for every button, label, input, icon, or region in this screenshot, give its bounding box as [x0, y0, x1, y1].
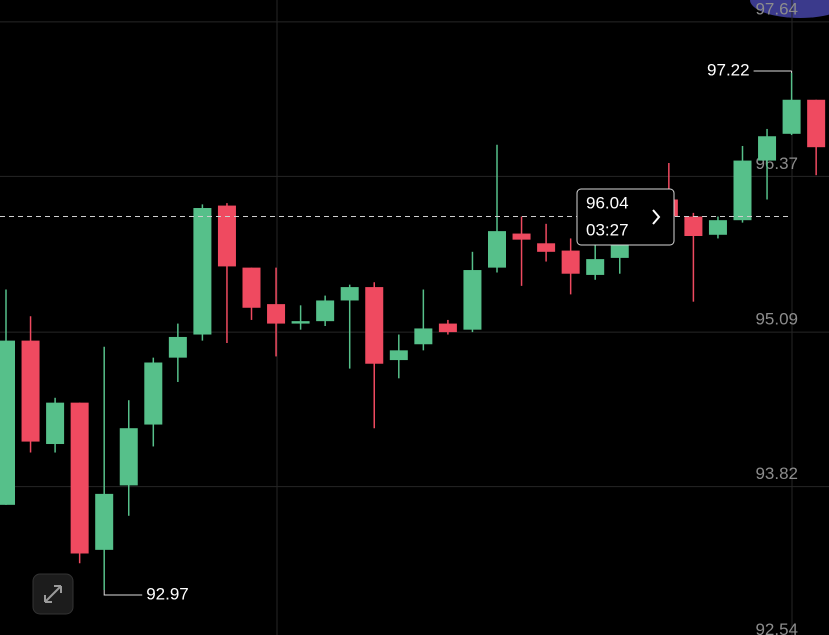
countdown-label: 03:27 — [586, 220, 629, 239]
candle — [70, 402, 89, 564]
expand-button[interactable] — [32, 573, 74, 615]
candle-body — [708, 220, 727, 235]
candle — [438, 319, 457, 335]
low-marker-line — [103, 589, 143, 596]
expand-icon — [44, 585, 62, 603]
candle-body — [463, 270, 482, 330]
candle — [561, 238, 580, 295]
candle-body — [70, 402, 89, 554]
last-price-label: 96.04 — [586, 193, 629, 212]
candle — [537, 223, 556, 262]
candle — [217, 203, 236, 344]
chevron — [652, 209, 661, 225]
candle-body — [144, 362, 163, 425]
candle-body — [340, 287, 359, 301]
candle-body — [217, 205, 236, 267]
candle-body — [46, 402, 65, 445]
candle — [193, 204, 212, 341]
y-tick-label: 95.09 — [755, 310, 798, 329]
candle — [0, 289, 15, 505]
candle — [316, 295, 335, 327]
y-tick-label: 92.54 — [755, 620, 798, 635]
candle — [512, 216, 531, 286]
last-price-box-bg — [576, 188, 675, 246]
candle-body — [242, 267, 261, 308]
candle — [733, 145, 752, 223]
candle — [168, 323, 187, 382]
candle — [414, 289, 433, 351]
candle-body — [512, 233, 531, 240]
candle-body — [389, 350, 408, 361]
candle-body — [684, 216, 703, 236]
overlay: 97.22 92.97 96.04 03:27 — [0, 60, 793, 603]
high-marker-label: 97.22 — [707, 60, 750, 79]
candle-body — [586, 259, 605, 275]
last-price-box[interactable]: 96.04 03:27 — [576, 188, 675, 246]
candle-body — [807, 99, 826, 148]
candle-body — [758, 136, 777, 161]
candle — [758, 128, 777, 200]
candle-body — [733, 160, 752, 221]
candle-body — [267, 304, 286, 324]
candle-body — [316, 300, 335, 322]
candle — [95, 346, 114, 590]
candle-body — [488, 231, 506, 268]
high-marker-line — [753, 70, 793, 73]
candle — [119, 400, 138, 516]
candle-body — [537, 243, 556, 252]
candle — [291, 305, 310, 330]
candle-body — [438, 323, 457, 333]
candle — [340, 284, 359, 369]
candle — [46, 397, 65, 453]
candle-body — [782, 99, 801, 134]
candle — [708, 216, 727, 239]
candle — [389, 334, 408, 379]
candle — [365, 282, 384, 429]
candle-body — [21, 340, 40, 442]
candle-body — [414, 328, 433, 345]
candle — [242, 267, 261, 320]
candle — [586, 244, 605, 280]
candle-body — [168, 336, 187, 358]
candle — [488, 144, 506, 273]
candle — [782, 72, 801, 136]
candle-body — [561, 250, 580, 274]
low-marker-label: 92.97 — [146, 584, 189, 603]
candle-body — [193, 208, 212, 335]
y-tick-label: 97.64 — [755, 0, 798, 18]
candle — [807, 99, 826, 176]
candle-body — [0, 340, 15, 505]
candle — [684, 212, 703, 302]
candle — [463, 251, 482, 333]
candle-body — [365, 287, 384, 364]
corner-badge — [750, 0, 829, 18]
y-tick-label: 93.82 — [755, 464, 798, 483]
candle-body — [95, 493, 114, 550]
candle-body — [119, 428, 138, 486]
candle — [267, 267, 286, 357]
candle — [21, 316, 40, 453]
candle-body — [291, 321, 310, 324]
candle — [144, 357, 163, 447]
